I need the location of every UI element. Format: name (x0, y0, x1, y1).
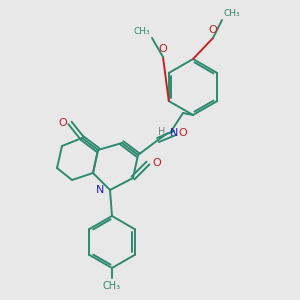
Text: CH₃: CH₃ (224, 9, 241, 18)
Text: O: O (178, 128, 187, 138)
Text: N: N (96, 185, 104, 195)
Text: H: H (158, 127, 165, 137)
Text: O: O (159, 44, 167, 54)
Text: CH₃: CH₃ (103, 281, 121, 291)
Text: O: O (208, 25, 217, 35)
Text: CH₃: CH₃ (134, 27, 150, 36)
Text: O: O (58, 118, 67, 128)
Text: O: O (152, 158, 161, 168)
Text: N: N (170, 128, 178, 138)
